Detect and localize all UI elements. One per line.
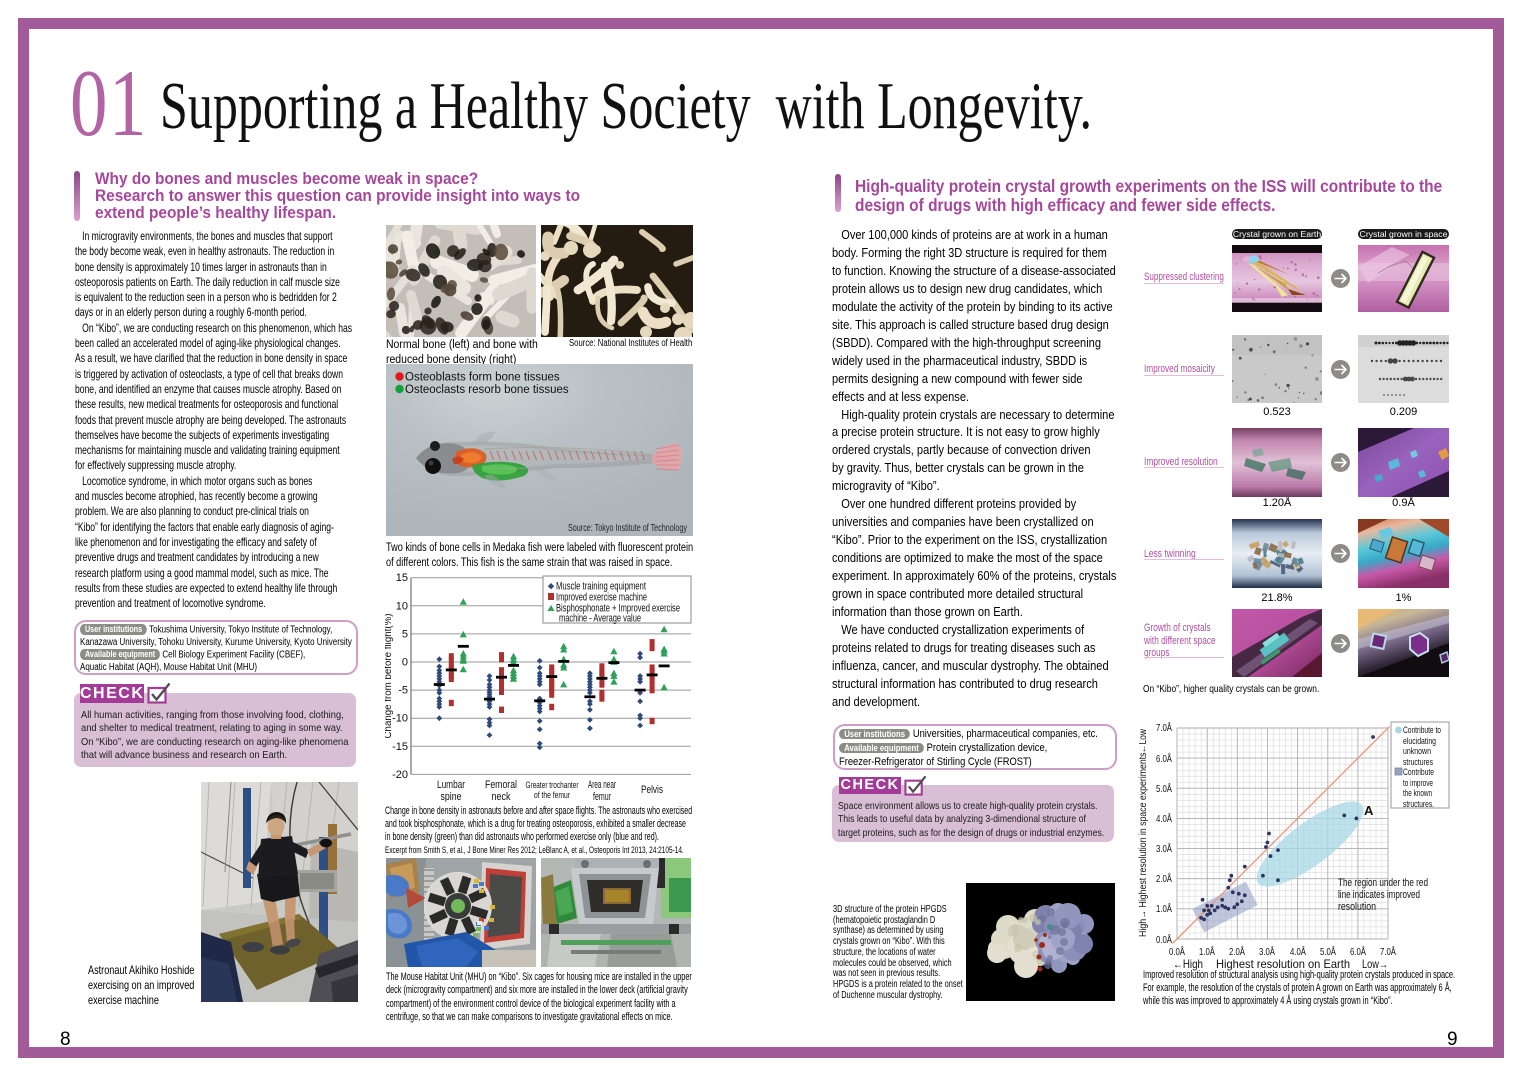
svg-text:1.0Å: 1.0Å: [1156, 902, 1172, 915]
svg-text:line indicates improved: line indicates improved: [1338, 889, 1420, 901]
svg-text:the known: the known: [1403, 788, 1432, 798]
svg-text:-20: -20: [392, 769, 408, 781]
svg-text:Low→: Low→: [1362, 957, 1388, 971]
svg-text:6.0Å: 6.0Å: [1350, 945, 1366, 958]
svg-text:to improve: to improve: [1403, 778, 1433, 788]
svg-text:0.0Å: 0.0Å: [1169, 945, 1185, 958]
svg-text:Change from before flight(%): Change from before flight(%): [385, 614, 394, 739]
svg-text:-15: -15: [392, 741, 408, 753]
svg-text:neck: neck: [492, 791, 511, 802]
svg-text:Area near: Area near: [588, 779, 616, 791]
svg-text:10: 10: [396, 600, 408, 612]
svg-text:of the femur: of the femur: [534, 790, 570, 800]
svg-text:structures.: structures.: [1403, 799, 1434, 809]
svg-text:←Low: ←Low: [1137, 729, 1149, 753]
svg-text:15: 15: [396, 572, 408, 584]
svg-text:-5: -5: [398, 685, 408, 697]
svg-text:0: 0: [402, 657, 408, 669]
svg-text:machine - Average value: machine - Average value: [559, 613, 641, 625]
svg-text:Lumbar: Lumbar: [437, 779, 465, 791]
svg-text:Pelvis: Pelvis: [641, 784, 663, 796]
svg-text:High→: High→: [1137, 910, 1149, 937]
svg-text:Improved exercise machine: Improved exercise machine: [556, 592, 647, 604]
svg-text:Highest resolution in space ex: Highest resolution in space experiments: [1137, 753, 1149, 908]
svg-text:1.0Å: 1.0Å: [1199, 945, 1215, 958]
svg-text:Greater trochanter: Greater trochanter: [526, 780, 579, 790]
svg-text:unknown: unknown: [1403, 746, 1431, 756]
svg-text:4.0Å: 4.0Å: [1290, 945, 1306, 958]
svg-text:femur: femur: [593, 791, 611, 802]
svg-text:resolution: resolution: [1338, 901, 1376, 913]
svg-text:structures: structures: [1403, 757, 1433, 767]
svg-text:←High: ←High: [1173, 957, 1203, 971]
svg-text:Muscle training equipment: Muscle training equipment: [556, 581, 646, 593]
svg-text:Highest resolution on Earth: Highest resolution on Earth: [1216, 957, 1350, 971]
svg-text:Osteoblasts form bone tissues: Osteoblasts form bone tissues: [405, 372, 560, 384]
svg-text:2.0Å: 2.0Å: [1229, 945, 1245, 958]
svg-text:2.0Å: 2.0Å: [1156, 872, 1172, 885]
svg-text:5: 5: [402, 628, 408, 640]
svg-text:4.0Å: 4.0Å: [1156, 812, 1172, 825]
svg-text:Osteoclasts resorb bone tissue: Osteoclasts resorb bone tissues: [405, 384, 569, 396]
svg-text:Contribute: Contribute: [1403, 767, 1434, 777]
svg-text:0.0Å: 0.0Å: [1156, 933, 1172, 946]
svg-text:Femoral: Femoral: [485, 779, 517, 791]
svg-text:3.0Å: 3.0Å: [1259, 945, 1275, 958]
svg-text:Source: Tokyo Institute of Tec: Source: Tokyo Institute of Technology: [568, 523, 687, 534]
svg-text:5.0Å: 5.0Å: [1156, 782, 1172, 795]
svg-text:-10: -10: [392, 713, 408, 725]
svg-text:3.0Å: 3.0Å: [1156, 842, 1172, 855]
svg-text:6.0Å: 6.0Å: [1156, 752, 1172, 765]
svg-text:elucidating: elucidating: [1403, 736, 1436, 746]
svg-text:spine: spine: [441, 791, 462, 802]
svg-text:5.0Å: 5.0Å: [1320, 945, 1336, 958]
svg-text:7.0Å: 7.0Å: [1156, 721, 1172, 734]
svg-text:Contribute to: Contribute to: [1403, 725, 1441, 735]
svg-text:7.0Å: 7.0Å: [1380, 945, 1396, 958]
svg-text:The region under the red: The region under the red: [1338, 877, 1428, 889]
svg-text:Bisphosphonate + Improved exer: Bisphosphonate + Improved exercise: [556, 603, 680, 615]
svg-text:A: A: [1364, 803, 1374, 818]
